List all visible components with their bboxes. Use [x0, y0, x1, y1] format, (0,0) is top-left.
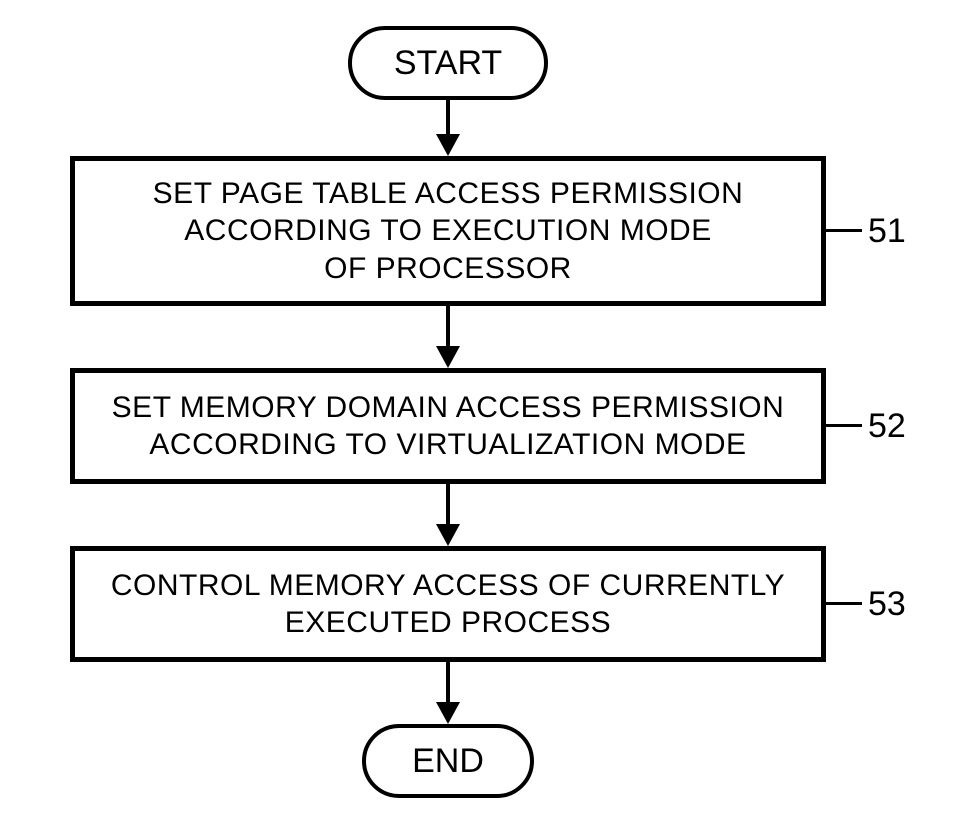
- arrow-52-53-head: [436, 524, 460, 546]
- process-51: SET PAGE TABLE ACCESS PERMISSION ACCORDI…: [70, 156, 826, 306]
- start-terminal: START: [348, 26, 548, 100]
- process-52-line1: SET MEMORY DOMAIN ACCESS PERMISSION: [112, 391, 785, 424]
- process-53-line1: CONTROL MEMORY ACCESS OF CURRENTLY: [111, 569, 785, 602]
- arrow-53-end-head: [436, 702, 460, 724]
- start-label: START: [394, 44, 502, 83]
- ref-52-label: 52: [868, 407, 906, 446]
- arrow-51-52-head: [436, 346, 460, 368]
- ref-51-tick: [826, 229, 862, 232]
- ref-53-label: 53: [868, 585, 906, 624]
- arrow-start-51-head: [436, 134, 460, 156]
- end-terminal: END: [362, 724, 534, 798]
- process-52-text: SET MEMORY DOMAIN ACCESS PERMISSION ACCO…: [112, 389, 785, 464]
- process-53-line2: EXECUTED PROCESS: [285, 606, 611, 639]
- process-52: SET MEMORY DOMAIN ACCESS PERMISSION ACCO…: [70, 368, 826, 484]
- process-53-text: CONTROL MEMORY ACCESS OF CURRENTLY EXECU…: [111, 567, 785, 642]
- ref-51-label: 51: [868, 212, 906, 251]
- arrow-53-end: [446, 662, 450, 704]
- process-51-text: SET PAGE TABLE ACCESS PERMISSION ACCORDI…: [153, 175, 744, 288]
- arrow-51-52: [446, 306, 450, 348]
- ref-52-tick: [826, 424, 862, 427]
- arrow-start-51: [446, 100, 450, 136]
- process-51-line2: ACCORDING TO EXECUTION MODE: [184, 214, 711, 247]
- process-52-line2: ACCORDING TO VIRTUALIZATION MODE: [149, 428, 746, 461]
- process-51-line1: SET PAGE TABLE ACCESS PERMISSION: [153, 177, 744, 210]
- process-51-line3: OF PROCESSOR: [324, 252, 572, 285]
- end-label: END: [412, 742, 484, 781]
- process-53: CONTROL MEMORY ACCESS OF CURRENTLY EXECU…: [70, 546, 826, 662]
- flowchart-canvas: START SET PAGE TABLE ACCESS PERMISSION A…: [0, 0, 956, 833]
- ref-53-tick: [826, 602, 862, 605]
- arrow-52-53: [446, 484, 450, 526]
